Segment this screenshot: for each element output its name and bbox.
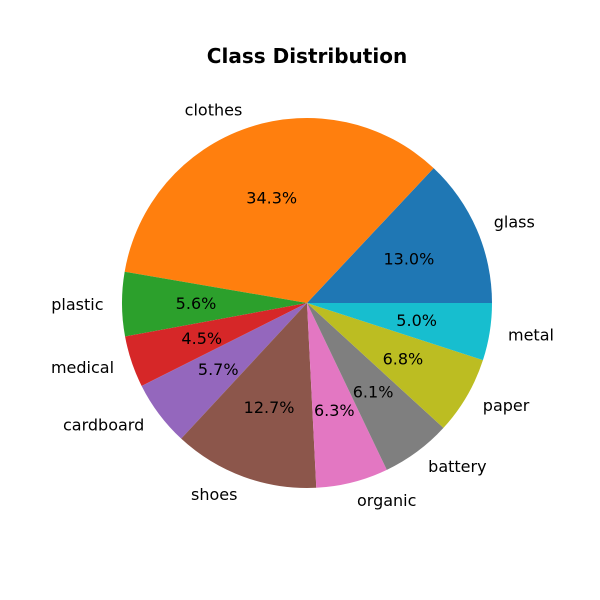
percent-label-clothes: 34.3%: [246, 188, 297, 207]
category-label-plastic: plastic: [51, 295, 103, 314]
category-label-shoes: shoes: [191, 485, 237, 504]
percent-label-paper: 6.8%: [383, 349, 424, 368]
percent-label-cardboard: 5.7%: [198, 360, 239, 379]
percent-label-battery: 6.1%: [353, 383, 394, 402]
category-labels: glass clothes plastic medical cardboard shoes…: [51, 101, 554, 510]
chart-title: Class Distribution: [207, 44, 407, 68]
pie-slice-battery: [307, 303, 444, 470]
pie-slice-medical: [125, 303, 307, 386]
pie-slice-plastic: [121, 271, 307, 337]
category-label-clothes: clothes: [185, 101, 243, 120]
pie-slice-organic: [307, 303, 387, 488]
percent-label-glass: 13.0%: [383, 249, 434, 268]
pie-slices: [121, 117, 492, 488]
pie-slice-clothes: [124, 117, 434, 304]
percent-labels: 13.0% 34.3% 5.6% 4.5% 5.7% 12.7% 6.3%6.1% 6.8% 5…: [176, 188, 437, 420]
category-label-medical: medical: [51, 358, 114, 377]
pie-slice-glass: [307, 168, 492, 303]
percent-label-metal: 5.0%: [396, 311, 437, 330]
pie-slice-shoes: [181, 303, 317, 488]
category-label-cardboard: cardboard: [63, 416, 144, 435]
category-label-paper: paper: [483, 396, 530, 415]
category-label-glass: glass: [494, 213, 535, 232]
category-label-battery: battery: [428, 457, 486, 476]
pie-slice-cardboard: [141, 303, 307, 439]
category-label-metal: metal: [508, 325, 554, 344]
percent-label-medical: 4.5%: [181, 329, 222, 348]
percent-label-organic: 6.3%: [314, 401, 355, 420]
percent-label-shoes: 12.7%: [244, 398, 295, 417]
percent-label-plastic: 5.6%: [176, 294, 217, 313]
pie-slice-paper: [307, 303, 483, 428]
category-label-organic: organic: [357, 491, 416, 510]
pie-slice-metal: [307, 303, 492, 361]
